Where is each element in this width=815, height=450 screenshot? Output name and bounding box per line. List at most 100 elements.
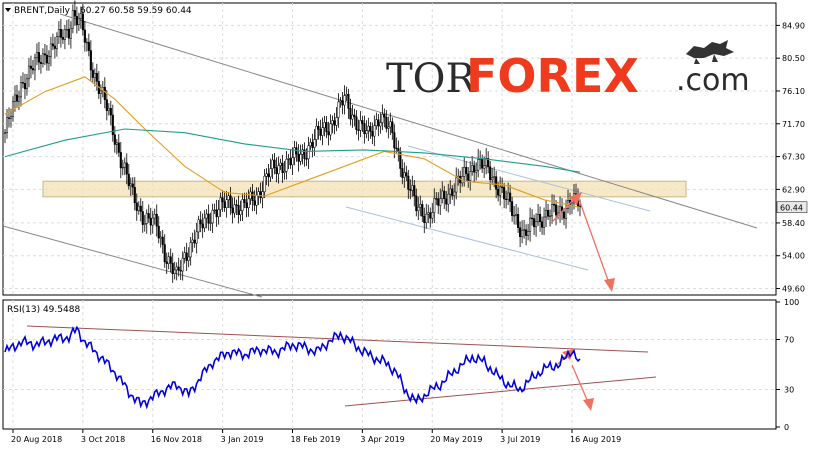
candle-body — [145, 213, 148, 224]
candle-body — [477, 159, 480, 171]
candle-body — [497, 189, 500, 196]
candle-body — [7, 117, 11, 119]
candle-body — [475, 170, 478, 173]
candle-body — [331, 120, 334, 125]
price-tick-label: 58.40 — [782, 219, 805, 228]
candle-body — [165, 261, 168, 264]
candle-body — [375, 119, 378, 127]
candle-body — [237, 205, 240, 215]
candle-body — [265, 173, 268, 177]
moving-average-orange — [4, 76, 581, 208]
candle-body — [481, 158, 484, 169]
candle-body — [485, 158, 488, 166]
candle-body — [407, 175, 410, 190]
candle-body — [27, 65, 31, 80]
candle-body — [341, 100, 344, 106]
candle-body — [279, 162, 282, 166]
candle-body — [87, 41, 90, 51]
candle-body — [363, 123, 366, 135]
candle-body — [79, 13, 82, 19]
candle-body — [321, 127, 324, 136]
candle-body — [525, 229, 528, 236]
candle-body — [443, 190, 446, 199]
moving-averages — [4, 76, 581, 208]
candle-body — [451, 188, 454, 196]
candle-body — [531, 217, 534, 220]
candle-body — [527, 231, 530, 236]
candle-body — [343, 95, 346, 106]
candle-body — [389, 121, 392, 128]
candle-body — [493, 176, 496, 178]
rsi-axis: 100 70 30 0 — [776, 298, 799, 432]
price-candles — [3, 0, 582, 283]
candle-body — [543, 216, 546, 228]
candle-body — [33, 57, 36, 71]
candle-body — [211, 210, 214, 224]
candle-body — [335, 117, 338, 126]
svg-text:60.44: 60.44 — [780, 204, 803, 213]
candle-body — [355, 116, 358, 131]
candle-body — [147, 213, 150, 219]
candle-body — [345, 93, 348, 96]
candle-body — [435, 198, 438, 200]
candle-body — [301, 149, 304, 155]
lower-channel-line — [2, 225, 263, 298]
candle-body — [367, 125, 370, 131]
candle-body — [153, 213, 156, 219]
candle-body — [383, 114, 386, 118]
arrow-up-icon — [569, 192, 582, 205]
candle-body — [401, 168, 404, 178]
candle-body — [309, 142, 312, 147]
rsi-arrow-up-icon — [562, 349, 574, 360]
candle-body — [393, 132, 396, 149]
candle-body — [291, 157, 294, 166]
candle-body — [159, 236, 162, 239]
candle-body — [245, 202, 248, 209]
candle-body — [541, 221, 544, 228]
candle-body — [554, 204, 558, 216]
candle-body — [61, 37, 64, 40]
candle-body — [25, 78, 29, 90]
candle-body — [183, 252, 186, 259]
candle-body — [91, 69, 94, 78]
candle-body — [421, 204, 424, 217]
candle-body — [313, 139, 316, 148]
candle-body — [131, 183, 134, 188]
candle-body — [445, 198, 448, 205]
candle-body — [9, 116, 13, 119]
candle-body — [149, 217, 152, 226]
candle-body — [113, 134, 116, 145]
candle-body — [353, 114, 356, 118]
candle-body — [117, 142, 120, 153]
candle-body — [371, 131, 374, 137]
candle-body — [139, 205, 142, 212]
candle-body — [81, 13, 84, 31]
candle-body — [157, 225, 160, 239]
candle-body — [221, 197, 224, 203]
candle-body — [129, 183, 132, 187]
torforex-logo: TOR FOREX .com — [386, 40, 750, 103]
candle-body — [357, 129, 360, 131]
candle-body — [17, 96, 21, 102]
candle-body — [251, 191, 254, 202]
candle-body — [185, 252, 188, 261]
candle-body — [409, 189, 412, 191]
candle-body — [93, 73, 96, 78]
candle-body — [369, 125, 372, 132]
candle-body — [219, 197, 222, 210]
rsi-arrow-down-icon — [583, 398, 594, 411]
candle-body — [523, 229, 526, 231]
logo-part-left: TOR — [386, 56, 477, 102]
candle-body — [517, 214, 520, 228]
candle-body — [233, 204, 236, 214]
candle-body — [39, 61, 42, 64]
candle-body — [155, 213, 158, 227]
candle-body — [267, 173, 270, 178]
candle-body — [53, 45, 56, 49]
date-axis: 20 Aug 2018 3 Oct 2018 16 Nov 2018 3 Jan 20… — [11, 429, 621, 444]
candle-body — [23, 83, 27, 90]
date-tick-label: 16 Nov 2018 — [151, 435, 202, 444]
candle-body — [55, 36, 58, 49]
rsi-line — [4, 325, 581, 410]
rsi-tick-label: 70 — [784, 336, 794, 345]
